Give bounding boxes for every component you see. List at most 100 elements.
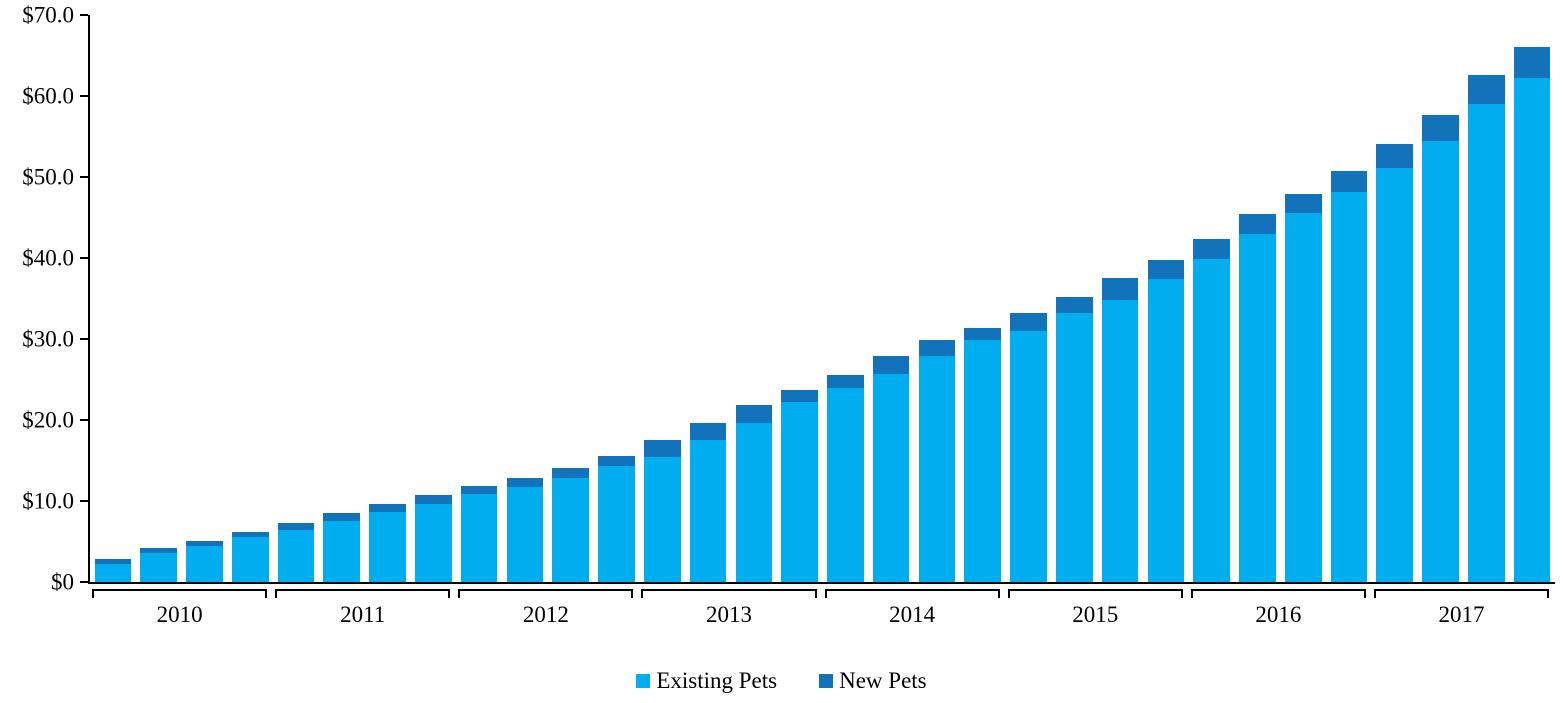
- y-axis-tick-label: $70.0: [22, 2, 74, 28]
- year-group-bracket: [641, 589, 817, 598]
- bar-segment-new-pets: [552, 467, 590, 478]
- year-group-2012: 2012: [458, 589, 634, 628]
- bar-segment-new-pets: [506, 477, 544, 488]
- stacked-bar-2011-Q4: [415, 495, 452, 582]
- stacked-bar-2014-Q1: [827, 375, 864, 582]
- bar-segment-new-pets: [643, 440, 681, 458]
- bar-segment-existing-pets: [140, 552, 177, 582]
- bar-slot-2017-Q4: [1509, 15, 1555, 582]
- year-group-bracket: [1190, 589, 1366, 598]
- bar-segment-existing-pets: [94, 564, 132, 582]
- bar-segment-existing-pets: [1284, 213, 1322, 582]
- bar-segment-existing-pets: [323, 521, 361, 582]
- bar-segment-new-pets: [1147, 260, 1185, 280]
- stacked-bar-2017-Q4: [1513, 46, 1551, 582]
- bar-segment-new-pets: [277, 522, 315, 531]
- bar-segment-new-pets: [415, 495, 452, 505]
- y-axis-tick-label: $50.0: [22, 164, 74, 190]
- bar-segment-existing-pets: [231, 537, 269, 582]
- y-axis-tick-label: $0: [51, 569, 74, 595]
- bar-slot-2014-Q1: [823, 15, 869, 582]
- x-axis-year-label: 2015: [1072, 602, 1119, 627]
- bar-segment-new-pets: [1513, 46, 1551, 79]
- bar-segment-new-pets: [872, 356, 910, 374]
- stacked-bar-2012-Q1: [460, 486, 498, 582]
- bar-slot-2010-Q2: [136, 15, 182, 582]
- bar-slot-2012-Q3: [548, 15, 594, 582]
- plot-area: [88, 15, 1555, 584]
- stacked-bar-2011-Q1: [277, 522, 315, 582]
- x-axis-year-groups: 2010 2011 2012 2013 2014 2015 2016 2017: [88, 589, 1553, 628]
- bar-segment-existing-pets: [827, 387, 864, 582]
- stacked-bar-2014-Q4: [964, 328, 1002, 582]
- year-group-bracket: [275, 589, 451, 598]
- bar-segment-existing-pets: [689, 440, 727, 582]
- y-axis-tick-mark: [80, 95, 88, 97]
- bar-slot-2017-Q1: [1372, 15, 1418, 582]
- stacked-bar-2011-Q3: [369, 504, 406, 582]
- stacked-bar-2015-Q2: [1055, 296, 1093, 582]
- year-group-bracket: [824, 589, 1000, 598]
- bar-segment-new-pets: [735, 404, 773, 424]
- bar-segment-existing-pets: [872, 373, 910, 582]
- stacked-bar-2013-Q3: [735, 404, 773, 582]
- bar-segment-existing-pets: [781, 402, 818, 582]
- year-group-2014: 2014: [824, 589, 1000, 628]
- bar-segment-new-pets: [918, 339, 956, 357]
- stacked-bar-2010-Q2: [140, 547, 177, 582]
- y-axis-tick-mark: [80, 14, 88, 16]
- y-axis-tick-mark: [80, 500, 88, 502]
- bar-slot-2015-Q2: [1051, 15, 1097, 582]
- bar-segment-existing-pets: [918, 356, 956, 582]
- stacked-bar-2017-Q3: [1468, 74, 1505, 582]
- y-axis-tick-mark: [80, 257, 88, 259]
- bar-segment-new-pets: [827, 375, 864, 388]
- x-axis-year-label: 2013: [705, 602, 752, 627]
- stacked-bar-2016-Q4: [1330, 171, 1368, 582]
- year-group-2015: 2015: [1007, 589, 1183, 628]
- x-axis-year-label: 2016: [1255, 602, 1302, 627]
- bar-slot-2013-Q1: [639, 15, 685, 582]
- bar-slot-2014-Q3: [914, 15, 960, 582]
- legend-item-existing-pets: Existing Pets: [636, 668, 777, 694]
- bar-segment-new-pets: [1376, 143, 1414, 169]
- bar-slot-2010-Q3: [182, 15, 228, 582]
- bar-segment-new-pets: [1239, 214, 1276, 234]
- stacked-bar-2012-Q2: [506, 477, 544, 582]
- bar-segment-existing-pets: [369, 512, 406, 582]
- stacked-bar-2017-Q1: [1376, 143, 1414, 582]
- stacked-bar-2013-Q2: [689, 423, 727, 582]
- stacked-bar-2016-Q1: [1193, 239, 1230, 582]
- year-group-2017: 2017: [1373, 589, 1549, 628]
- year-group-bracket: [92, 589, 268, 598]
- bar-slot-2011-Q4: [410, 15, 456, 582]
- bar-segment-new-pets: [1101, 278, 1139, 301]
- y-axis-tick-mark: [80, 338, 88, 340]
- bar-slot-2010-Q4: [227, 15, 273, 582]
- bar-segment-existing-pets: [1055, 313, 1093, 582]
- bar-segment-existing-pets: [1422, 140, 1459, 582]
- existing-pets-swatch-icon: [636, 674, 651, 688]
- y-axis-tick-label: $10.0: [22, 488, 74, 514]
- stacked-bar-2014-Q3: [918, 339, 956, 582]
- bar-slot-2013-Q4: [777, 15, 823, 582]
- year-group-bracket: [458, 589, 634, 598]
- bar-segment-existing-pets: [1468, 104, 1505, 582]
- bar-slot-2016-Q1: [1189, 15, 1235, 582]
- y-axis-tick-mark: [80, 419, 88, 421]
- bar-segment-existing-pets: [460, 493, 498, 582]
- bar-segment-existing-pets: [552, 477, 590, 582]
- bar-slot-2013-Q3: [731, 15, 777, 582]
- bar-segment-new-pets: [1422, 115, 1459, 141]
- x-axis-year-label: 2012: [522, 602, 569, 627]
- bar-segment-new-pets: [1468, 74, 1505, 105]
- bar-slot-2012-Q4: [594, 15, 640, 582]
- y-axis-tick-label: $40.0: [22, 245, 74, 271]
- bar-segment-existing-pets: [1376, 168, 1414, 582]
- bar-segment-existing-pets: [735, 423, 773, 582]
- bar-segment-existing-pets: [415, 504, 452, 582]
- stacked-bar-2015-Q1: [1010, 313, 1047, 582]
- bar-slot-2015-Q3: [1097, 15, 1143, 582]
- year-group-2013: 2013: [641, 589, 817, 628]
- stacked-bar-2013-Q1: [643, 440, 681, 582]
